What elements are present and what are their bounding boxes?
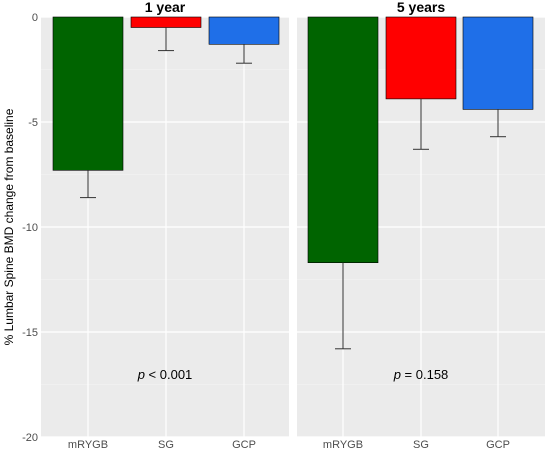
x-tick-label: GCP — [232, 439, 256, 451]
x-tick-label: mRYGB — [323, 439, 363, 451]
bar-gcp — [208, 16, 280, 45]
p-value-text: < 0.001 — [145, 367, 192, 382]
p-symbol: p — [393, 367, 401, 382]
p-value-annotation: p = 0.158 — [393, 367, 449, 382]
p-value-text: = 0.158 — [401, 367, 448, 382]
y-tick-label: -10 — [22, 222, 38, 234]
bar-gcp — [462, 16, 534, 110]
y-tick-label: -5 — [28, 117, 38, 129]
panel: 1 year mRYGB SG GCP p < 0.001 — [41, 0, 289, 451]
bar-mrygb — [307, 16, 379, 263]
bar-mrygb — [52, 16, 124, 171]
p-symbol: p — [137, 367, 145, 382]
panel: 5 years mRYGB SG GCP p = 0.158 — [297, 0, 545, 451]
panel-title: 5 years — [397, 0, 445, 15]
bar-sg — [130, 16, 202, 28]
y-tick-label: 0 — [32, 12, 38, 24]
x-tick-label: SG — [158, 439, 174, 451]
y-axis-title: % Lumbar Spine BMD change from baseline — [2, 108, 16, 345]
y-axis: -20 -15 -10 -5 0 — [22, 12, 38, 444]
bar-sg — [385, 16, 457, 100]
panel-title: 1 year — [145, 0, 186, 15]
x-tick-label: mRYGB — [68, 439, 108, 451]
y-tick-label: -15 — [22, 327, 38, 339]
panels: 1 year mRYGB SG GCP p < 0.001 5 years mRYGB SG G… — [41, 0, 545, 451]
x-tick-label: SG — [413, 439, 429, 451]
y-tick-label: -20 — [22, 432, 38, 444]
p-value-annotation: p < 0.001 — [137, 367, 193, 382]
x-tick-label: GCP — [486, 439, 510, 451]
